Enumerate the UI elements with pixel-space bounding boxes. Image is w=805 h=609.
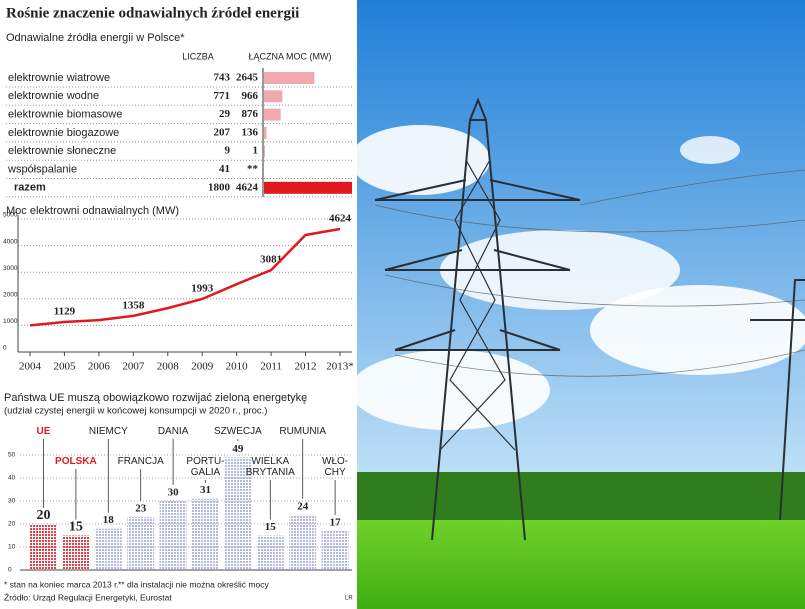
- value-label: 49: [232, 443, 244, 455]
- bar: [224, 457, 252, 570]
- bar: [159, 501, 187, 570]
- row-label: elektrownie wodne: [8, 90, 99, 102]
- row-label: współspalanie: [7, 163, 77, 175]
- power-bar: [264, 126, 267, 139]
- value-label: 15: [265, 521, 277, 533]
- bar: [256, 535, 284, 570]
- power-bar: [264, 90, 283, 103]
- row-label: elektrownie wiatrowe: [8, 72, 110, 84]
- bar: [289, 514, 317, 570]
- value-label: 1129: [54, 305, 76, 317]
- category-label: WŁO- CHY: [322, 456, 349, 478]
- x-tick-label: 2005: [53, 361, 76, 373]
- x-tick-label: 2012: [295, 361, 317, 373]
- value-label: 15: [69, 520, 83, 535]
- x-tick-label: 2009: [191, 361, 214, 373]
- count: 9: [225, 145, 231, 157]
- power-bar: [264, 181, 352, 194]
- value-label: 31: [200, 484, 211, 496]
- value-label: 23: [135, 503, 147, 515]
- power-label: 966: [242, 90, 259, 102]
- power-bar: [264, 145, 265, 158]
- count: 207: [214, 126, 231, 138]
- power-label: **: [247, 163, 259, 175]
- x-tick-label: 2011: [260, 361, 282, 373]
- power-label: 876: [242, 108, 259, 120]
- count: 771: [214, 90, 231, 102]
- value-label: 24: [297, 500, 309, 512]
- source: Źródło: Urząd Regulacji Energetyki, Euro…: [4, 592, 172, 602]
- count: 41: [219, 163, 230, 175]
- y-tick-label: 10: [8, 544, 16, 551]
- category-label: NIEMCY: [88, 426, 128, 437]
- power-bar: [264, 108, 281, 121]
- column-header: ŁĄCZNA MOC (MW): [249, 51, 332, 61]
- y-tick-label: 30: [8, 498, 16, 505]
- y-tick-label: 2000: [3, 292, 18, 299]
- bar-title: Państwa UE muszą obowiązkowo rozwijać zi…: [4, 392, 307, 404]
- credit: LR: [345, 596, 353, 602]
- category-label: FRANCJA: [117, 456, 164, 467]
- y-tick-label: 1000: [3, 318, 18, 325]
- bar: [321, 530, 349, 570]
- y-tick-label: 3000: [3, 265, 18, 272]
- value-label: 3081: [260, 254, 282, 266]
- category-label: WIELKA BRYTANIA: [245, 456, 295, 478]
- category-label: PORTU- GALIA: [186, 456, 225, 478]
- row-label: elektrownie słoneczne: [8, 145, 116, 157]
- bar-subtitle: (udział czystej energii w końcowej konsu…: [4, 406, 267, 417]
- y-tick-label: 4000: [3, 238, 18, 245]
- count: 743: [214, 72, 231, 84]
- value-label: 18: [103, 514, 115, 526]
- row-label: elektrownie biomasowe: [8, 109, 122, 121]
- footnote: ** dla instalacji nie można określić moc…: [118, 579, 269, 589]
- value-label: 1358: [122, 299, 145, 311]
- value-label: 17: [330, 516, 342, 528]
- power-label: 4624: [236, 181, 259, 193]
- x-tick-label: 2008: [157, 361, 180, 373]
- value-label: 20: [37, 508, 51, 523]
- bar: [192, 498, 219, 570]
- value-label: 30: [168, 487, 180, 499]
- bar: [62, 535, 90, 570]
- title: Rośnie znaczenie odnawialnych źródeł ene…: [6, 5, 299, 21]
- y-tick-label: 20: [8, 521, 16, 528]
- category-label: UE: [36, 426, 51, 437]
- y-tick-label: 5000: [3, 212, 18, 219]
- row-label: razem: [14, 182, 46, 194]
- y-tick-label: 50: [8, 452, 16, 459]
- row-label: elektrownie biogazowe: [8, 127, 119, 139]
- x-tick-label: 2007: [122, 361, 145, 373]
- footnote: * stan na koniec marca 2013 r.: [4, 579, 119, 589]
- line-title: Moc elektrowni odnawialnych (MW): [6, 205, 179, 217]
- category-label: POLSKA: [55, 456, 97, 467]
- count: 29: [219, 108, 231, 120]
- category-label: RUMUNIA: [279, 426, 327, 437]
- y-tick-label: 0: [3, 345, 7, 352]
- bar: [127, 517, 155, 570]
- category-label: DANIA: [157, 426, 189, 437]
- photo: [350, 0, 805, 609]
- value-label: 1993: [191, 283, 214, 295]
- power-label: 1: [253, 145, 259, 157]
- column-header: LICZBA: [182, 51, 214, 61]
- line: [29, 227, 341, 327]
- power-label: 2645: [236, 72, 259, 84]
- y-tick-label: 0: [8, 567, 12, 574]
- x-tick-label: 2006: [88, 361, 111, 373]
- x-tick-label: 2010: [226, 361, 249, 373]
- count: 1800: [208, 181, 231, 193]
- y-tick-label: 40: [8, 475, 16, 482]
- x-tick-label: 2013*: [326, 361, 354, 373]
- power-bar: [264, 72, 315, 84]
- category-label: SZWECJA: [214, 426, 262, 437]
- x-tick-label: 2004: [19, 361, 42, 373]
- bar: [94, 528, 122, 570]
- power-label: 136: [242, 126, 259, 138]
- value-label: 4624: [329, 213, 352, 225]
- bar: [30, 524, 57, 570]
- table-subtitle: Odnawialne źródła energii w Polsce*: [6, 32, 185, 44]
